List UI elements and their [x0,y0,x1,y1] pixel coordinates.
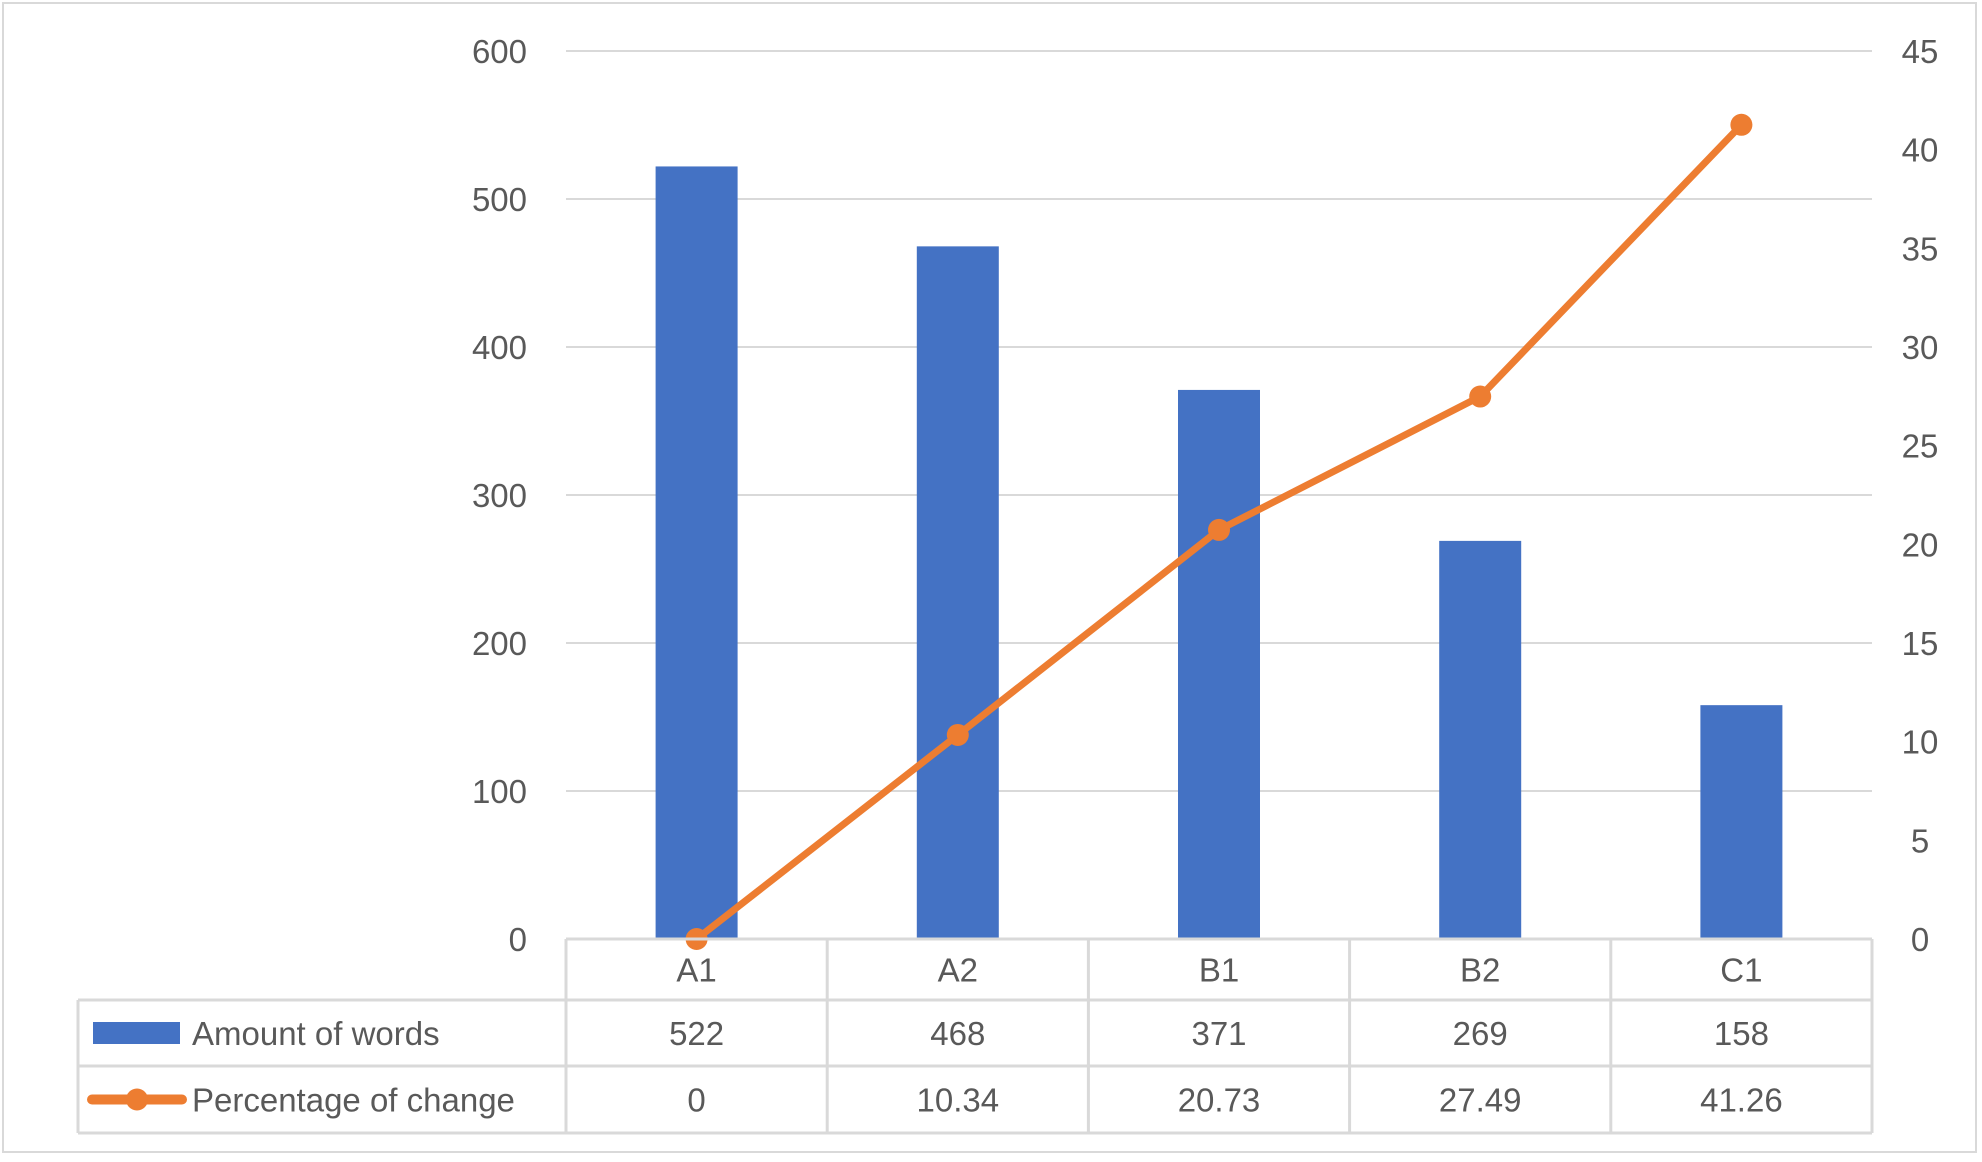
category-label: A2 [938,952,978,989]
right-axis-tick-label: 20 [1902,526,1939,563]
line-marker-c1 [1730,113,1753,136]
left-axis-tick-label: 200 [472,625,527,662]
right-axis-tick-label: 40 [1902,132,1939,169]
right-axis-tick-label: 15 [1902,625,1939,662]
bar-a1 [655,166,738,939]
right-axis-labels: 0 5 10 15 20 25 30 35 40 45 [1902,33,1939,958]
bar-c1 [1700,705,1783,939]
line-marker-b1 [1208,518,1230,541]
category-label: B1 [1199,952,1239,989]
right-axis-tick-label: 0 [1911,921,1929,958]
right-axis-tick-label: 35 [1902,230,1939,267]
line-series-percentage-of-change [685,113,1753,950]
table-cell: 0 [687,1082,705,1119]
left-axis-labels: 0 100 200 300 400 500 600 [472,33,527,958]
table-cell: 158 [1714,1015,1769,1052]
legend-label: Amount of words [192,1015,440,1052]
right-axis-tick-label: 5 [1911,822,1929,859]
legend-marker-icon [126,1088,148,1111]
legend-label: Percentage of change [192,1082,515,1119]
line-marker-b2 [1469,385,1492,408]
left-axis-tick-label: 600 [472,33,527,70]
left-axis-tick-label: 300 [472,477,527,514]
bar-series-amount-of-words [655,166,1783,940]
table-cell: 41.26 [1700,1082,1783,1119]
bar-b2 [1439,540,1522,939]
table-cell: 20.73 [1178,1082,1261,1119]
right-axis-tick-label: 45 [1902,33,1939,70]
left-axis-tick-label: 400 [472,329,527,366]
category-label: B2 [1460,952,1500,989]
legend-bar-swatch-icon [93,1022,180,1044]
table-cell: 468 [930,1015,985,1052]
right-axis-tick-label: 10 [1902,724,1939,761]
left-axis-tick-label: 500 [472,181,527,218]
right-axis-tick-label: 30 [1902,329,1939,366]
line-marker-a2 [946,723,969,746]
table-cell: 269 [1453,1015,1508,1052]
table-cell: 522 [669,1015,724,1052]
data-table: A1 A2 B1 B2 C1 Amount of words 522 468 371 269 158… [76,937,1874,1135]
bar-a2 [916,246,999,940]
bar-b1 [1178,389,1260,939]
table-cell: 27.49 [1439,1082,1522,1119]
category-label: A1 [676,952,716,989]
table-cell: 371 [1191,1015,1246,1052]
category-label: C1 [1720,952,1762,989]
right-axis-tick-label: 25 [1902,428,1939,465]
left-axis-tick-label: 0 [509,921,527,958]
left-axis-tick-label: 100 [472,773,527,810]
table-cell: 10.34 [917,1082,1000,1119]
